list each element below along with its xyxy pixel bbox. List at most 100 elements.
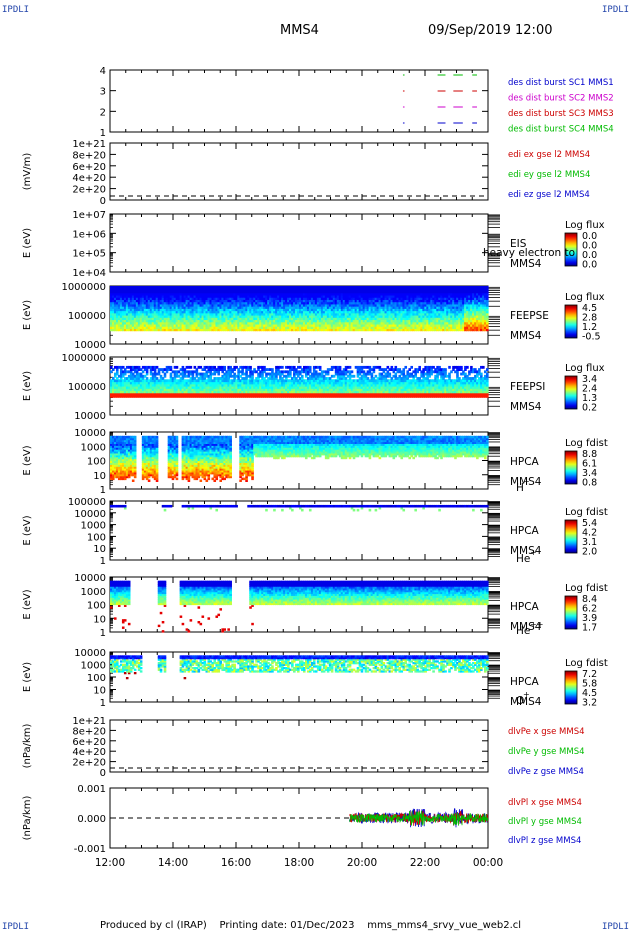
hpca_o-colorbar-label-3: 3.2: [582, 698, 597, 709]
eis-ytick-2: 1e+06: [72, 229, 106, 240]
hpca_he2-species-charge: ++: [530, 620, 543, 629]
divpi-series-2: [349, 810, 489, 826]
divpe-ytick-2: 4e+20: [72, 747, 106, 758]
hpca_he-spectrogram: [110, 504, 489, 512]
x-tick-5: 22:00: [410, 857, 440, 869]
hpca_o-colorbar-title: Log fdist: [565, 658, 608, 669]
edi-ytick-5: 1e+21: [72, 139, 106, 150]
burst-legend-3: des dist burst SC4 MMS4: [508, 125, 614, 135]
feepsi-ytick-1: 100000: [68, 382, 106, 393]
divpe-ytick-4: 8e+20: [72, 726, 106, 737]
feepse-colorbar-label-2: 1.2: [582, 322, 597, 333]
hpca_he-ytick-4: 10000: [74, 509, 106, 520]
eis-colorbar-label-3: 0.0: [582, 260, 597, 271]
hpca_o-instrument-label: HPCA: [510, 676, 540, 688]
edi-ytick-2: 4e+20: [72, 173, 106, 184]
divpi-legend-2: dlvPl z gse MMS4: [508, 836, 581, 846]
hpca_o-colorbar: [564, 670, 578, 705]
footer-producer: Produced by cl (IRAP): [100, 920, 207, 931]
hpca_he-spacecraft-label: MMS4: [510, 545, 542, 557]
divpe-ylabel: (nPa/km): [22, 724, 33, 769]
feepse-panel: E (eV) 10000 100000 1000000 FEEPSE MMS4 Log fl…: [22, 282, 605, 351]
hpca_he2-colorbar-label-1: 6.2: [582, 604, 597, 615]
divpe-ytick-0: 0: [100, 768, 106, 779]
divpe-panel-frame: [109, 719, 489, 773]
divpi-ytick-0: -0.001: [74, 844, 106, 855]
feepse-colorbar-title: Log flux: [565, 292, 605, 303]
feepsi-ylabel: E (eV): [22, 371, 33, 401]
edi-ylabel: (mV/m): [22, 153, 33, 191]
corner-label-bottom-left: IPDLI: [2, 922, 30, 932]
divpi-legend-1: dlvPl y gse MMS4: [508, 817, 582, 827]
hpca_o-ytick-1: 10: [93, 686, 106, 697]
hpca_h-colorbar: [564, 450, 578, 485]
hpca_h-species-charge: +: [523, 477, 530, 486]
x-tick-6: 00:00: [473, 857, 503, 869]
corner-label-top-right: IPDLI: [602, 5, 630, 15]
eis-colorbar: [564, 232, 578, 267]
feepse-instrument-label: FEEPSE: [510, 310, 549, 322]
hpca_h-species-label: H: [516, 482, 524, 494]
eis-ytick-3: 1e+07: [72, 210, 106, 221]
burst-ytick-1: 2: [100, 107, 106, 118]
hpca_o-ylabel: E (eV): [22, 662, 33, 692]
hpca_he2-ytick-0: 1: [100, 628, 106, 639]
edi-legend-1: edi ey gse l2 MMS4: [508, 170, 590, 180]
hpca_he-panel-frame: [109, 500, 489, 561]
footer-printing-date: Printing date: 01/Dec/2023: [219, 920, 355, 931]
feepsi-ytick-0: 10000: [74, 411, 106, 422]
divpi-ytick-2: 0.001: [77, 784, 106, 795]
hpca_o-species-charge: +: [523, 690, 530, 699]
hpca_he2-ytick-1: 10: [93, 614, 106, 625]
edi-ytick-3: 6e+20: [72, 162, 106, 173]
eis-spacecraft-label: MMS4: [510, 258, 542, 270]
hpca_he2-colorbar-label-2: 3.9: [582, 613, 597, 624]
hpca_he2-ylabel: E (eV): [22, 589, 33, 619]
feepsi-colorbar-title: Log flux: [565, 363, 605, 374]
hpca_he2-colorbar: [564, 595, 578, 630]
x-tick-1: 14:00: [158, 857, 188, 869]
feepse-spectrogram: [110, 286, 489, 332]
feepsi-instrument-label: FEEPSI: [510, 381, 545, 393]
feepse-colorbar-label-0: 4.5: [582, 303, 597, 314]
datetime-title: 09/Sep/2019 12:00: [428, 23, 553, 38]
hpca_he-colorbar-title: Log fdist: [565, 507, 608, 518]
hpca_he2-instrument-label: HPCA: [510, 601, 540, 613]
hpca_o-spectrogram: [110, 655, 489, 680]
hpca_he-ytick-1: 10: [93, 544, 106, 555]
hpca_o-species-label: O: [516, 695, 524, 707]
x-tick-0: 12:00: [95, 857, 125, 869]
divpe-ytick-1: 2e+20: [72, 758, 106, 769]
hpca_he2-ytick-4: 10000: [74, 573, 106, 584]
feepse-ytick-2: 1000000: [61, 282, 106, 293]
hpca_he2-colorbar-title: Log fdist: [565, 583, 608, 594]
burst-panel-frame: [109, 69, 489, 133]
corner-label-top-left: IPDLI: [2, 5, 30, 15]
eis-ytick-0: 1e+04: [72, 268, 106, 279]
hpca_he2-ytick-2: 100: [87, 601, 106, 612]
hpca_he2-colorbar-label-0: 8.4: [582, 594, 597, 605]
hpca_o-ytick-4: 10000: [74, 648, 106, 659]
hpca_he-colorbar: [564, 519, 578, 554]
feepsi-colorbar-label-3: 0.2: [582, 403, 597, 414]
feepse-ytick-1: 100000: [68, 311, 106, 322]
hpca_he2-colorbar-label-3: 1.7: [582, 623, 597, 634]
hpca_h-colorbar-label-0: 8.8: [582, 449, 597, 460]
hpca_h-ytick-2: 100: [87, 457, 106, 468]
footer-file-name: mms_mms4_srvy_vue_web2.cl: [367, 920, 522, 931]
corner-label-bottom-right: IPDLI: [602, 922, 630, 932]
divpe-legend-2: dlvPe z gse MMS4: [508, 767, 584, 777]
divpi-ytick-1: 0.000: [77, 814, 106, 825]
feepse-ylabel: E (eV): [22, 300, 33, 330]
divpe-legend-0: dlvPe x gse MMS4: [508, 727, 585, 737]
feepsi-colorbar: [564, 375, 578, 410]
divpe-ytick-3: 6e+20: [72, 737, 106, 748]
edi-panel-frame: [109, 142, 489, 201]
hpca_o-ytick-0: 1: [100, 698, 106, 709]
hpca_he-colorbar-label-2: 3.1: [582, 537, 597, 548]
divpe-legend-1: dlvPe y gse MMS4: [508, 747, 585, 757]
